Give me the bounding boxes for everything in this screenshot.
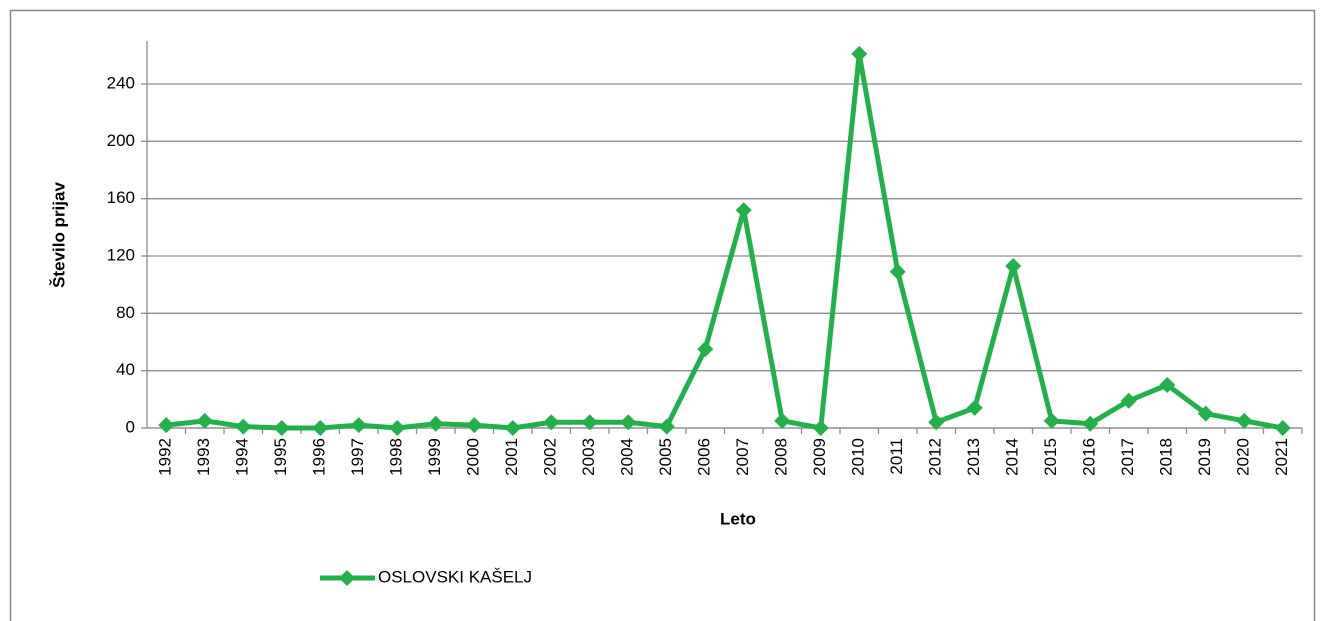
x-tick-label: 2003 (579, 438, 598, 476)
point-marker (389, 420, 406, 436)
point-marker (1159, 377, 1176, 393)
x-tick-label: 2016 (1080, 438, 1099, 476)
point-marker (543, 414, 560, 431)
x-tick-label: 1999 (425, 438, 444, 476)
y-tick-label: 240 (107, 73, 135, 92)
x-tick-label: 2011 (887, 438, 906, 475)
x-tick-label: 1996 (310, 438, 329, 476)
x-tick-label: 1992 (156, 438, 175, 476)
point-marker (620, 414, 637, 431)
x-tick-label: 1993 (194, 438, 213, 476)
point-marker (1197, 405, 1214, 422)
y-tick-label: 80 (116, 303, 135, 322)
x-tick-label: 2006 (695, 438, 714, 476)
x-tick-label: 2014 (1003, 438, 1022, 476)
x-tick-label: 2008 (772, 438, 791, 476)
point-marker (1236, 412, 1253, 429)
point-marker (427, 415, 444, 432)
x-tick-label: 2017 (1118, 438, 1137, 476)
point-marker (1120, 392, 1137, 409)
point-marker (966, 399, 983, 416)
point-marker (1274, 420, 1291, 436)
x-axis-label: Leto (720, 509, 756, 528)
y-axis-label: Število prijav (49, 182, 68, 288)
x-tick-label: 2007 (733, 438, 752, 476)
y-tick-label: 160 (107, 188, 135, 207)
x-tick-label: 2002 (541, 438, 560, 476)
point-marker (504, 420, 521, 436)
chart-frame (9, 9, 1316, 621)
legend-label: OSLOVSKI KAŠELJ (378, 567, 532, 586)
point-marker (158, 417, 175, 434)
x-tick-label: 2021 (1272, 438, 1291, 476)
x-tick-label: 2000 (464, 438, 483, 476)
point-marker (889, 263, 906, 280)
x-tick-label: 1994 (233, 438, 252, 476)
x-tick-label: 2010 (849, 438, 868, 476)
point-marker (851, 45, 868, 62)
y-tick-label: 40 (116, 360, 135, 379)
y-tick-label: 200 (107, 131, 135, 150)
point-marker (312, 420, 329, 436)
point-marker (697, 341, 714, 358)
point-marker (928, 414, 945, 431)
point-marker (735, 202, 752, 219)
series-line (165, 51, 1284, 431)
point-marker (658, 418, 675, 435)
x-tick-label: 2012 (926, 438, 945, 476)
x-tick-label: 2009 (810, 438, 829, 476)
point-marker (581, 414, 598, 431)
x-tick-label: 2018 (1157, 438, 1176, 476)
point-marker (196, 412, 213, 429)
point-marker (273, 420, 290, 436)
x-tick-label: 2013 (964, 438, 983, 476)
x-tick-label: 1997 (348, 438, 367, 476)
x-tick-label: 2015 (1041, 438, 1060, 476)
point-marker (350, 417, 367, 434)
y-tick-label: 0 (126, 417, 135, 436)
x-tick-label: 1998 (387, 438, 406, 476)
point-marker (235, 418, 252, 435)
point-marker (812, 420, 829, 436)
x-tick-label: 2019 (1195, 438, 1214, 476)
x-tick-label: 2020 (1234, 438, 1253, 476)
x-tick-label: 2001 (502, 438, 521, 476)
point-marker (774, 412, 791, 429)
x-tick-label: 2004 (618, 438, 637, 476)
y-tick-label: 120 (107, 245, 135, 264)
point-marker (1082, 415, 1099, 432)
x-tick-label: 1995 (271, 438, 290, 476)
legend-marker (339, 570, 355, 586)
point-marker (466, 417, 483, 434)
point-marker (1005, 258, 1022, 275)
x-tick-label: 2005 (656, 438, 675, 476)
point-marker (1043, 412, 1060, 429)
